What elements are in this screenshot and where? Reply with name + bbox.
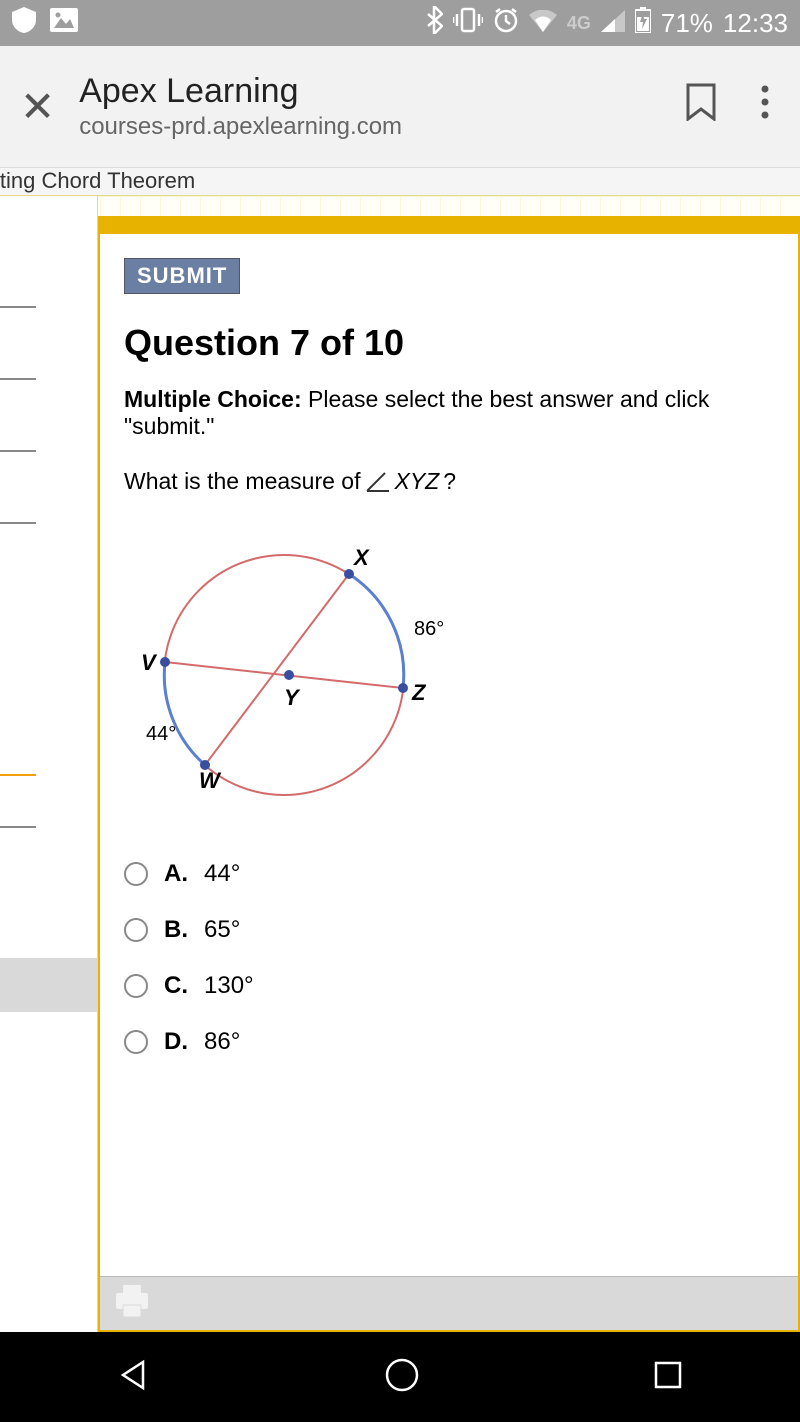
print-icon[interactable] [114,1285,150,1322]
sidebar-box [0,958,98,1012]
question-pre: What is the measure of [124,468,361,495]
label-arc-xz: 86° [414,618,444,640]
circle-diagram: X 86° V Z Y W 44° [124,525,778,830]
alarm-icon [493,7,519,40]
sidebar-marker [0,826,36,828]
battery-icon [635,7,651,40]
sidebar-marker [0,378,36,380]
question-panel: SUBMIT Question 7 of 10 Multiple Choice:… [98,216,800,1332]
back-button[interactable] [117,1358,151,1397]
options-list: A. 44° B. 65° C. 130° D. 86° [124,860,778,1056]
network-4g-icon: 4G [567,13,591,34]
clock-time: 12:33 [723,8,788,39]
option-value: 44° [204,860,240,888]
wifi-icon [529,8,557,39]
radio-icon[interactable] [124,974,148,998]
option-d[interactable]: D. 86° [124,1028,778,1056]
breadcrumb: tersecting Chord Theorem [0,168,800,196]
sidebar [0,196,98,1332]
content-area: SUBMIT Question 7 of 10 Multiple Choice:… [0,196,800,1332]
browser-header: ✕ Apex Learning courses-prd.apexlearning… [0,46,800,168]
sidebar-marker [0,306,36,308]
question-text: What is the measure of XYZ? [124,468,778,495]
angle-icon [365,471,391,493]
recents-button[interactable] [653,1360,683,1395]
option-b[interactable]: B. 65° [124,916,778,944]
radio-icon[interactable] [124,918,148,942]
label-y: Y [284,685,301,710]
home-button[interactable] [384,1357,420,1398]
mc-instruction: Multiple Choice: Please select the best … [124,386,778,440]
option-c[interactable]: C. 130° [124,972,778,1000]
battery-percent: 71% [661,8,713,39]
bluetooth-icon [425,6,443,41]
radio-icon[interactable] [124,862,148,886]
option-letter: C. [164,972,188,1000]
sidebar-marker-active [0,774,36,776]
page-url: courses-prd.apexlearning.com [79,113,652,141]
vibrate-icon [453,7,483,40]
more-icon[interactable] [750,84,780,129]
angle-label: XYZ [395,468,440,495]
signal-icon [601,8,625,39]
shield-icon [12,7,36,40]
option-value: 65° [204,916,240,944]
image-icon [50,8,78,39]
mc-prefix: Multiple Choice: [124,386,308,412]
submit-button[interactable]: SUBMIT [124,258,240,294]
radio-icon[interactable] [124,1030,148,1054]
label-x: X [352,545,370,570]
option-letter: B. [164,916,188,944]
option-letter: A. [164,860,188,888]
label-v: V [141,650,158,675]
question-post: ? [443,468,456,495]
android-nav-bar [0,1332,800,1422]
status-bar: 4G 71% 12:33 [0,0,800,46]
option-value: 86° [204,1028,240,1056]
close-icon[interactable]: ✕ [20,82,55,131]
bookmark-icon[interactable] [676,83,726,130]
question-header: Question 7 of 10 [124,322,778,364]
option-a[interactable]: A. 44° [124,860,778,888]
label-z: Z [411,680,427,705]
footer-bar [100,1276,798,1330]
page-title: Apex Learning [79,72,652,111]
option-letter: D. [164,1028,188,1056]
label-arc-vw: 44° [146,723,176,745]
option-value: 130° [204,972,254,1000]
label-w: W [199,768,222,793]
sidebar-marker [0,450,36,452]
